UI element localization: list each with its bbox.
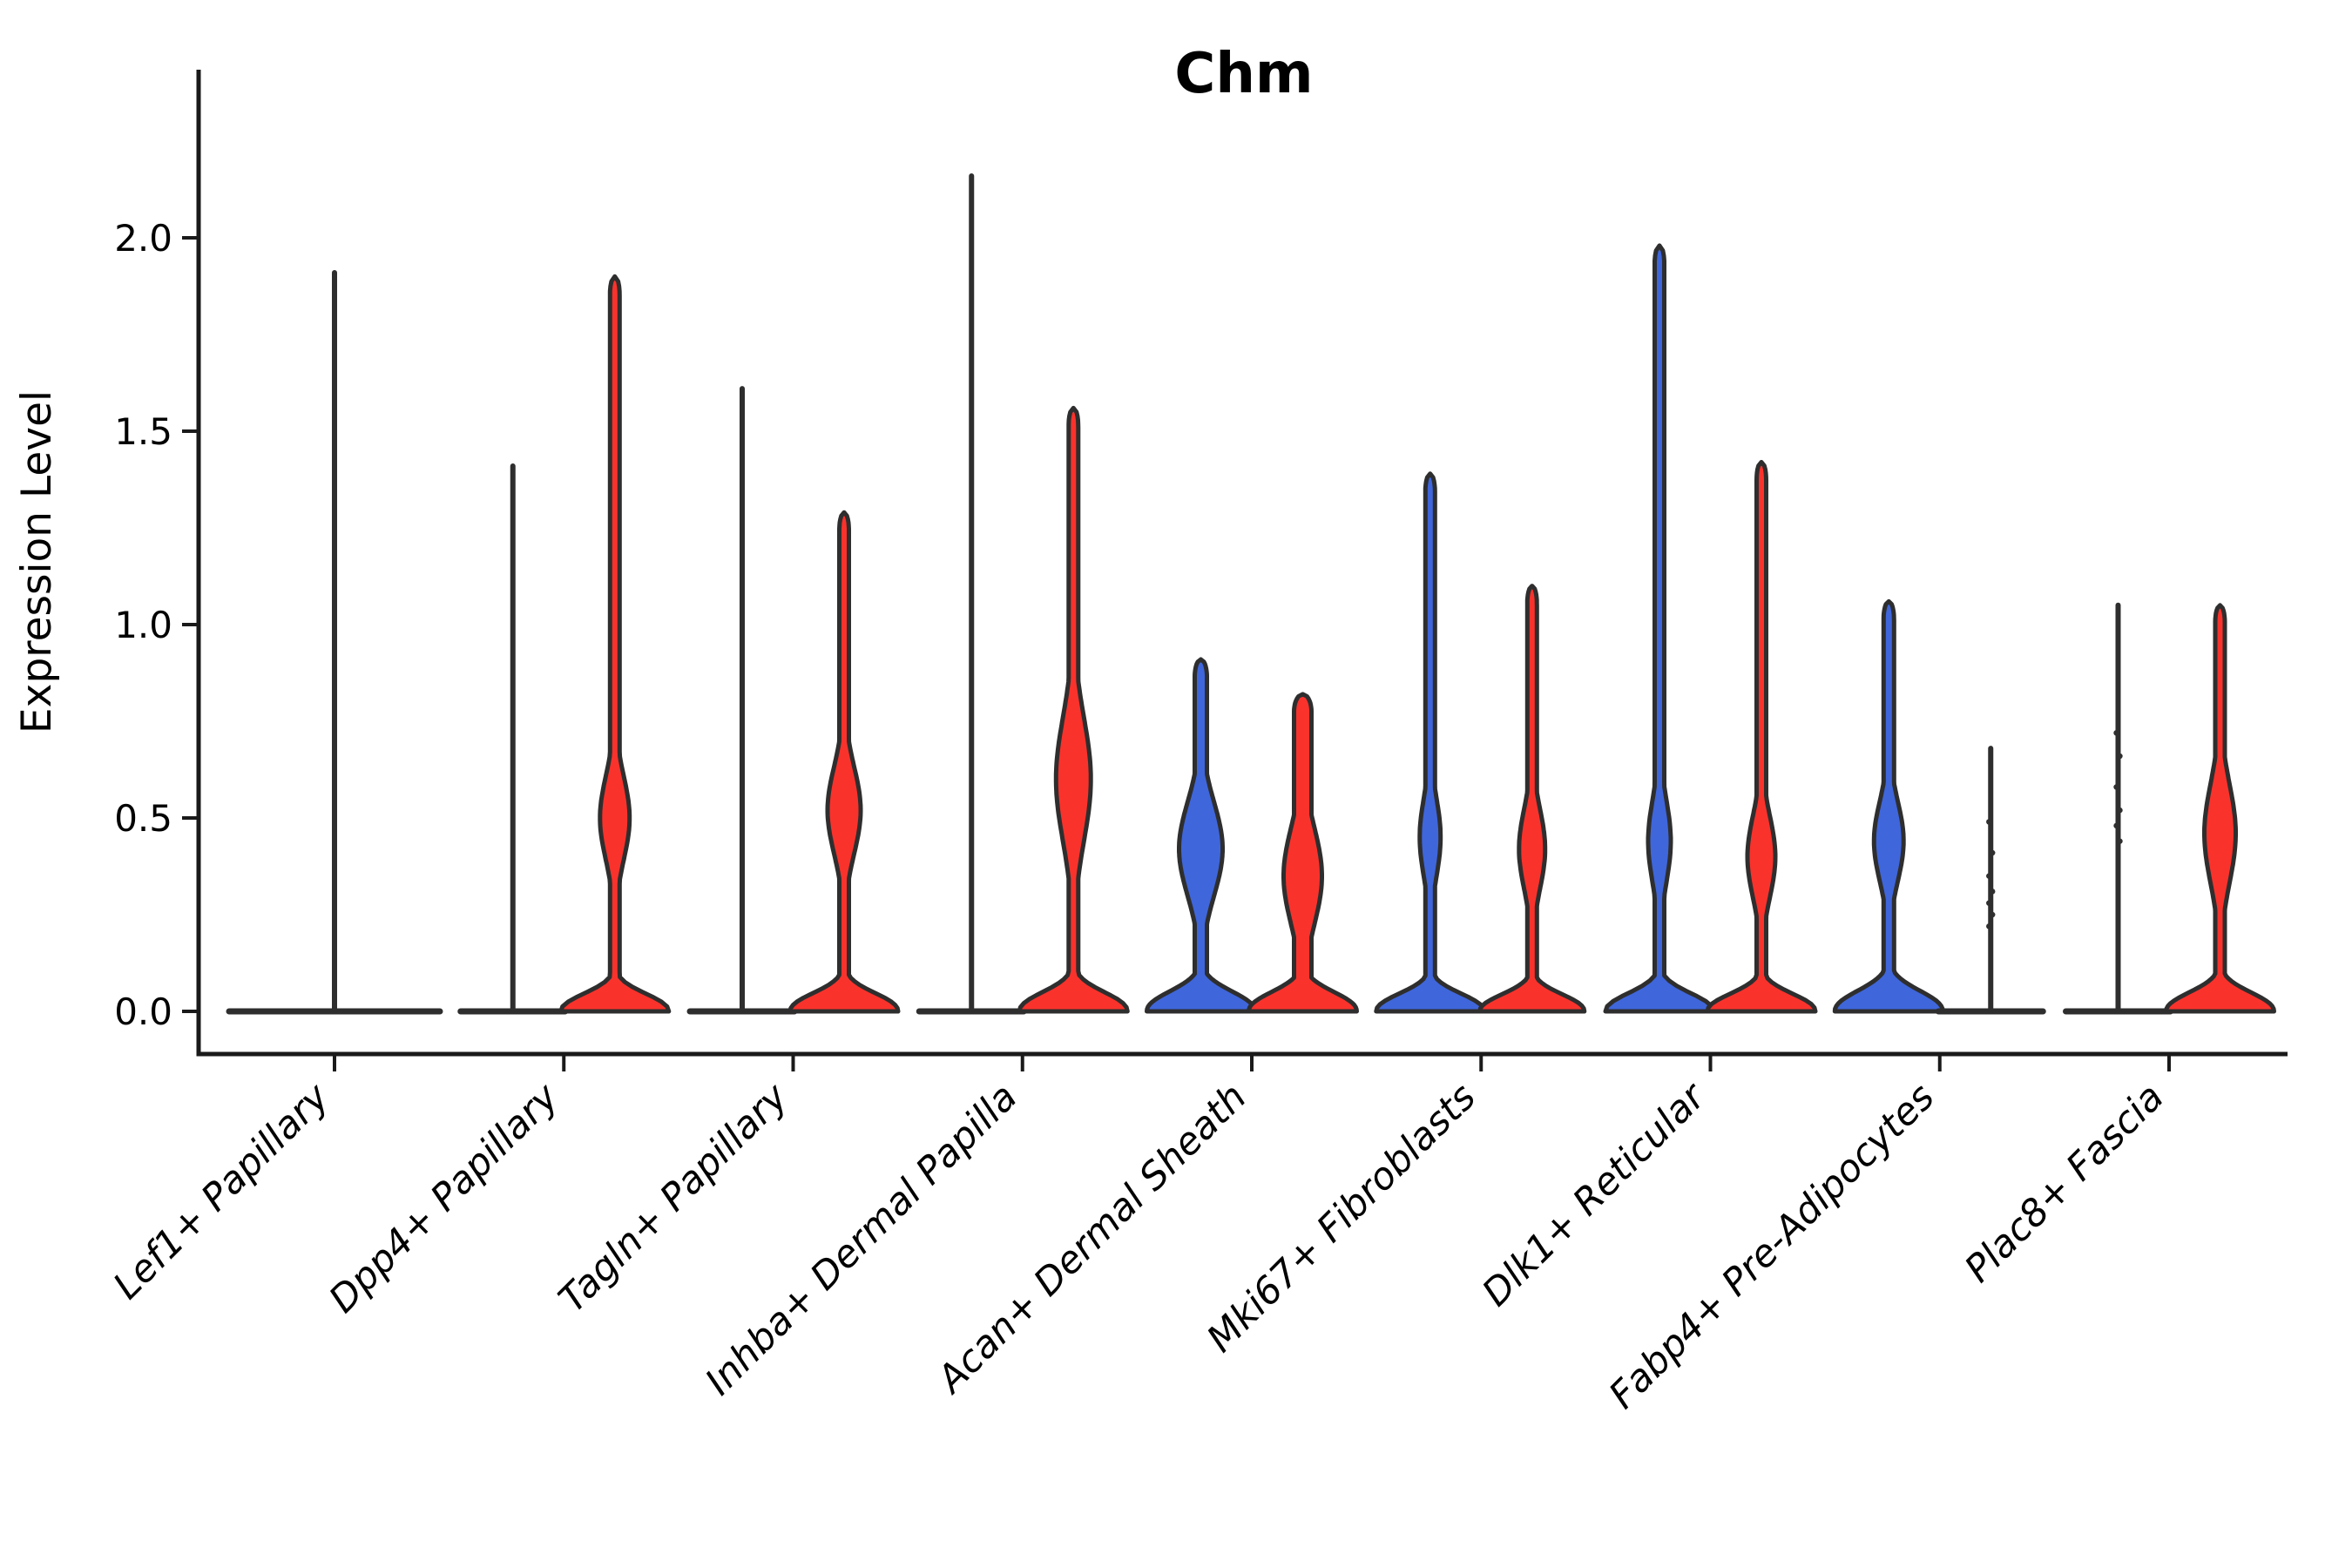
violin-group-acan-dermal-sheath [1145, 657, 1359, 1014]
violin-group-dpp4-papillary [457, 274, 672, 1015]
violin-red-acan-dermal-sheath [1247, 692, 1359, 1014]
y-tick-label-0.5: 0.5 [114, 797, 172, 840]
violin-red-mki67-fibroblasts [1477, 584, 1587, 1014]
violin-group-tagln-papillary [686, 386, 901, 1015]
violin-blue-plac8-fascia-point [2113, 784, 2119, 790]
violin-group-fabp4-pre-adipocytes [1832, 598, 2046, 1015]
axes [196, 70, 2288, 1057]
violin-red-fabp4-pre-adipocytes-point [1990, 849, 1996, 856]
violin-red-fabp4-pre-adipocytes-point [1990, 889, 1996, 895]
violin-red-dlk1-reticular [1705, 460, 1818, 1014]
y-tick-label-0.0: 0.0 [114, 990, 172, 1033]
violin-blue-plac8-fascia-point [2117, 753, 2123, 760]
x-tick-label-dlk1-reticular: Dlk1+ Reticular [1474, 1074, 1715, 1315]
violin-blue-mki67-fibroblasts [1374, 471, 1487, 1014]
y-axis-label: Expression Level [13, 390, 61, 733]
y-ticks: 0.0 0.5 1.0 1.5 2.0 [114, 217, 199, 1033]
violin-blue-fabp4-pre-adipocytes [1832, 598, 1945, 1014]
violin-red-tagln-papillary [787, 510, 901, 1014]
violins [226, 172, 2276, 1015]
x-tick-label-tagln-papillary: Tagln+ Papillary [551, 1075, 797, 1321]
violin-blue-plac8-fascia-point [2113, 822, 2119, 829]
violin-red-inhba-dermal-papilla [1017, 405, 1130, 1014]
violin-group-lef1-papillary [226, 269, 443, 1015]
violin-blue-plac8-fascia-point [2117, 807, 2123, 814]
violin-group-mki67-fibroblasts [1374, 471, 1587, 1014]
x-tick-label-dpp4-papillary: Dpp4+ Papillary [321, 1075, 567, 1321]
y-tick-label-2.0: 2.0 [114, 217, 172, 260]
y-tick-label-1.5: 1.5 [114, 410, 172, 453]
violin-red-fabp4-pre-adipocytes-point [1990, 911, 1996, 918]
violin-group-dlk1-reticular [1603, 243, 1818, 1014]
violin-red-fabp4-pre-adipocytes-point [1986, 873, 1992, 879]
violin-red-dpp4-papillary [558, 274, 672, 1014]
violin-blue-dlk1-reticular [1603, 243, 1716, 1014]
violin-red-fabp4-pre-adipocytes-point [1986, 819, 1992, 825]
x-tick-label-lef1-papillary: Lef1+ Papillary [105, 1075, 338, 1308]
y-tick-label-1.0: 1.0 [114, 604, 172, 646]
violin-group-plac8-fascia [2063, 602, 2276, 1015]
x-tick-label-plac8-fascia: Plac8+ Fascia [1957, 1075, 2173, 1291]
violin-red-plac8-fascia [2164, 603, 2276, 1014]
chart-title: Chm [1174, 42, 1313, 106]
violin-red-fabp4-pre-adipocytes-point [1986, 923, 1992, 929]
violin-blue-plac8-fascia-point [2113, 730, 2119, 736]
violin-group-inhba-dermal-papilla [916, 172, 1130, 1015]
violin-blue-plac8-fascia-point [2117, 838, 2123, 844]
violin-red-fabp4-pre-adipocytes-point [1986, 900, 1992, 906]
violin-blue-acan-dermal-sheath [1145, 657, 1257, 1014]
